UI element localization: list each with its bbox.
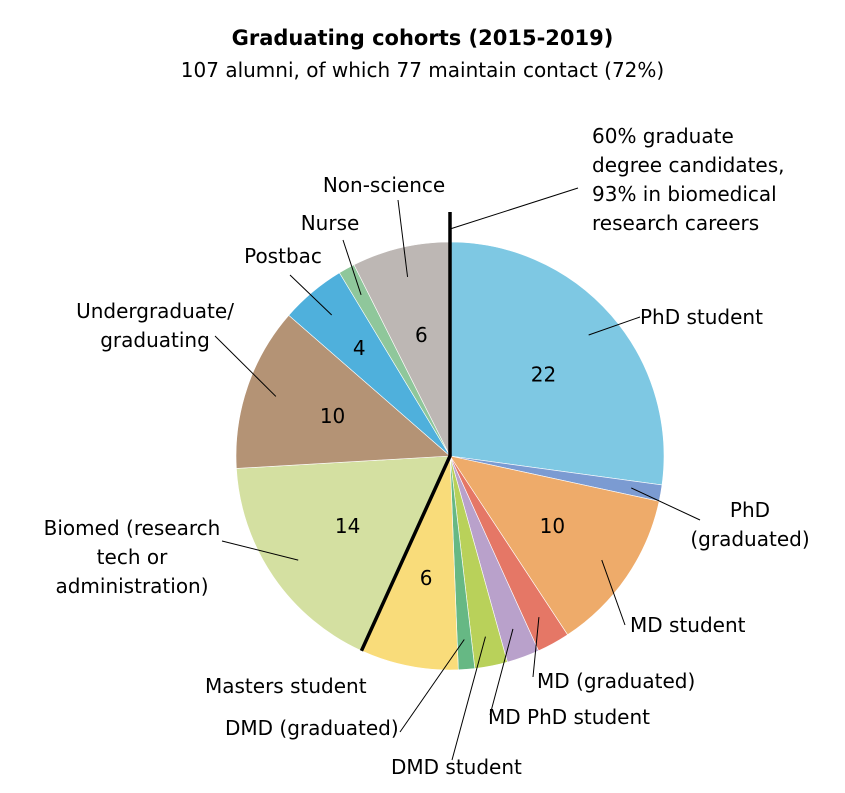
category-label-undergraduate-graduating: Undergraduate/graduating (76, 299, 234, 352)
category-label-non-science: Non-science (323, 173, 445, 197)
category-label-postbac: Postbac (244, 244, 322, 268)
leader-line-md-graduated (532, 617, 540, 678)
category-label-md-student: MD student (630, 613, 746, 637)
value-label-phd-student: 22 (531, 362, 556, 386)
category-label-phd-student: PhD student (640, 305, 763, 329)
leader-lines (214, 187, 701, 761)
value-label-md-student: 10 (540, 514, 565, 538)
category-label-dmd-graduated: DMD (graduated) (225, 716, 399, 740)
leader-line-nurse (342, 239, 362, 296)
chart-title: Graduating cohorts (2015-2019) (231, 26, 614, 50)
category-label-phd-graduated: PhD (graduated) (690, 498, 809, 551)
pie-slices (235, 241, 665, 671)
category-label-nurse: Nurse (301, 211, 360, 235)
value-labels: 22 10 6 14 10 4 6 (320, 323, 565, 590)
leader-line-phd-student (588, 316, 641, 336)
leader-line-biomed-research-tech-or-administration (221, 540, 299, 561)
value-label-undergraduate-graduating: 10 (320, 404, 345, 428)
leader-line-undergraduate-graduating (214, 335, 277, 397)
leader-line-non-science (397, 199, 409, 277)
category-label-biomed-research-tech-or-administration: Biomed (research tech or administration) (44, 516, 221, 598)
category-label-md-graduated: MD (graduated) (537, 669, 695, 693)
pie-slice-md-student (449, 455, 660, 636)
pie-slice-masters-student (361, 455, 459, 671)
pie-slice-phd-student (449, 241, 665, 486)
annotation-text: 60% graduate degree candidates, 93% in bio… (592, 124, 785, 235)
leader-line-dmd-graduated (399, 639, 465, 733)
value-label-masters-student: 6 (420, 566, 433, 590)
annotation: 60% graduate degree candidates, 93% in bio… (592, 124, 785, 235)
chart-subtitle: 107 alumni, of which 77 maintain contact… (180, 58, 665, 82)
value-label-postbac: 4 (353, 336, 366, 360)
pie-slice-non-science (353, 241, 451, 457)
category-label-dmd-student: DMD student (391, 755, 522, 779)
pie-slice-biomed-research-tech-or-administration (236, 455, 451, 652)
category-labels: PhD student PhD (graduated) MD student MD (g… (44, 173, 810, 779)
value-label-non-science: 6 (415, 323, 428, 347)
category-label-md-phd-student: MD PhD student (488, 705, 650, 729)
value-label-biomed-research-tech-or-administration: 14 (335, 514, 360, 538)
graduate-divider-line (359, 212, 452, 652)
pie-slice-undergraduate-graduating (235, 314, 451, 469)
leader-line-postbac (289, 274, 333, 316)
category-label-masters-student: Masters student (205, 674, 367, 698)
leader-line-dmd-student (451, 636, 486, 761)
leader-line-md-student (601, 559, 626, 626)
leader-line-md-phd-student (489, 628, 514, 716)
leader-line-phd-graduated (631, 487, 701, 521)
annotation-leader-line (449, 187, 579, 230)
